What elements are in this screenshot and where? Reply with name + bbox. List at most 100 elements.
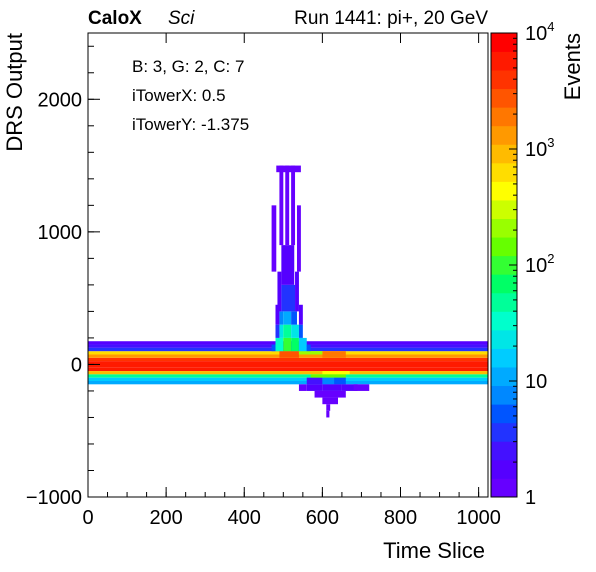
heatmap-cell: [276, 165, 301, 173]
heatmap-cell: [88, 361, 488, 368]
heatmap-cells: [88, 165, 488, 418]
heatmap-cell: [88, 371, 488, 375]
x-tick-label: 400: [228, 507, 261, 529]
y-tick-label: 0: [71, 354, 82, 376]
heatmap-cell: [279, 351, 299, 358]
annotation-text: iTowerX: 0.5: [132, 86, 226, 105]
color-bar: 1 10 102 103 104: [490, 19, 554, 509]
x-axis-label: Time Slice: [383, 538, 485, 563]
heatmap-cell: [322, 351, 346, 358]
heatmap-cell: [281, 284, 296, 312]
heatmap-cell: [306, 384, 323, 391]
heatmap-cell: [306, 377, 323, 385]
heatmap-cell: [298, 337, 307, 352]
colorbar-bin: [491, 70, 517, 90]
heatmap-cell: [271, 344, 276, 352]
heatmap-cell: [271, 205, 277, 272]
heatmap-cell: [314, 390, 346, 398]
heatmap-cell: [298, 351, 323, 355]
colorbar-bin: [491, 162, 517, 182]
colorbar-bin: [491, 292, 517, 312]
colorbar-bin: [491, 218, 517, 238]
colorbar-bin: [491, 404, 517, 424]
heatmap-cell: [322, 397, 338, 405]
heatmap-cell: [279, 165, 284, 246]
colorbar-bin: [491, 367, 517, 387]
x-tick-label: 600: [306, 507, 339, 529]
colorbar-bin: [491, 237, 517, 257]
y-tick-label: −1000: [26, 487, 82, 509]
colorbar-bin: [491, 311, 517, 331]
colorbar-bin: [491, 348, 517, 368]
colorbar-bin: [491, 441, 517, 461]
x-tick-label: 200: [149, 507, 182, 529]
heatmap-cell: [291, 311, 297, 325]
heatmap-cell: [310, 374, 346, 378]
colorbar-tick-label: 102: [525, 251, 554, 277]
heatmap-cell: [279, 311, 284, 325]
heatmap-cell: [285, 165, 290, 246]
colorbar-tick-label: 10: [525, 371, 547, 393]
tag-label: Sci: [168, 8, 195, 29]
annotation-text: B: 3, G: 2, C: 7: [132, 57, 244, 76]
colorbar-tick-exponent: 2: [547, 251, 554, 266]
heatmap-cell: [88, 374, 488, 378]
heatmap-cell: [291, 165, 296, 246]
colorbar-tick-exponent: 4: [547, 19, 554, 34]
annotation-box: [118, 47, 358, 147]
colorbar-bin: [491, 385, 517, 405]
heatmap-cell: [322, 384, 342, 391]
heatmap-cell: [326, 410, 330, 418]
heatmap-cell: [326, 404, 331, 411]
heatmap-cell: [291, 337, 299, 352]
heatmap-cell: [298, 324, 303, 338]
heatmap-cell: [275, 324, 280, 338]
colorbar-bin: [491, 422, 517, 442]
heatmap-cell: [341, 384, 358, 391]
heatmap-cell: [295, 271, 299, 312]
colorbar-bin: [491, 181, 517, 201]
heatmap-cell: [275, 304, 280, 325]
heatmap-cell: [275, 337, 284, 352]
experiment-label: CaloX: [88, 8, 142, 29]
heatmap-cell: [353, 384, 370, 391]
x-tick-label: 0: [82, 507, 93, 529]
x-tick-label: 800: [384, 507, 417, 529]
heatmap-cell: [296, 205, 301, 272]
colorbar-bin: [491, 51, 517, 71]
heatmap-cell: [88, 367, 488, 372]
colorbar-bin: [491, 88, 517, 108]
colorbar-tick-exponent: 3: [547, 135, 554, 150]
heatmap-cell: [306, 344, 311, 352]
x-tick-label: 1000: [456, 507, 501, 529]
heatmap-cell: [322, 371, 350, 375]
colorbar-bin: [491, 200, 517, 219]
y-tick-label: 1000: [38, 222, 83, 244]
colorbar-bin: [491, 478, 517, 498]
heatmap-cell: [283, 337, 292, 352]
heatmap-cell: [279, 324, 284, 338]
heatmap-cell: [88, 381, 488, 385]
heatmap-cell: [88, 377, 488, 381]
annotation-text: iTowerY: -1.375: [132, 115, 249, 134]
heatmap-cell: [322, 377, 335, 385]
colorbar-bin: [491, 107, 517, 127]
heatmap-cell: [298, 384, 307, 391]
colorbar-tick-label: 1: [525, 487, 536, 509]
y-axis-label: DRS Output: [2, 33, 27, 152]
colorbar-bin: [491, 274, 517, 294]
heatmap-cell: [281, 245, 295, 285]
colorbar-tick-label: 103: [525, 135, 554, 161]
heatmap-cell: [298, 304, 303, 325]
colorbar-tick-label: 104: [525, 19, 554, 45]
heatmap-cell: [334, 377, 346, 385]
heatmap-cell: [283, 324, 292, 338]
plot-frame: [87, 32, 489, 498]
heatmap-cell: [283, 311, 292, 325]
colorbar-bin: [491, 125, 517, 145]
heatmap-cell: [277, 271, 282, 312]
colorbar-bin: [491, 255, 517, 275]
colorbar-bin: [491, 33, 517, 52]
